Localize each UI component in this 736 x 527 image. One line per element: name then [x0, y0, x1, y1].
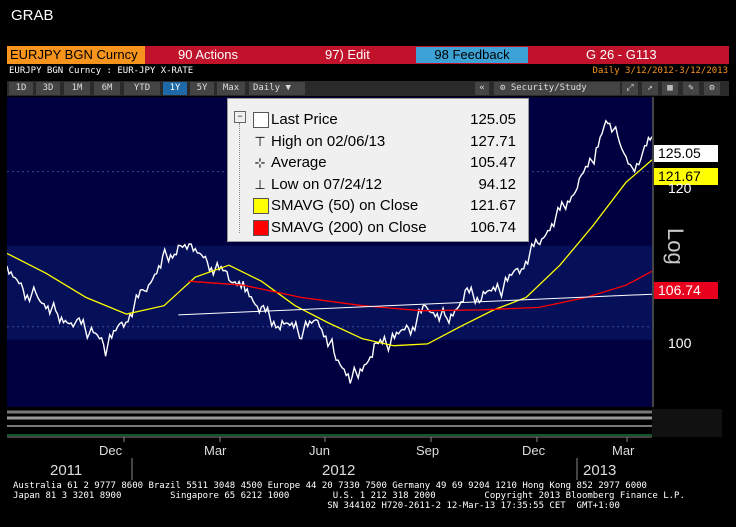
- footer-line: Japan 81 3 3201 8900 Singapore 65 6212 1…: [13, 491, 685, 501]
- y-tick-100: 100: [668, 335, 692, 351]
- legend-value: 121.67: [470, 197, 516, 214]
- annotate-icon[interactable]: ✎: [683, 82, 699, 95]
- x-year-label: 2011: [50, 462, 83, 479]
- actions-menu[interactable]: 90 Actions: [178, 47, 238, 62]
- legend-row[interactable]: ⊹ Average 105.47: [228, 152, 528, 173]
- legend-value: 106.74: [470, 218, 516, 236]
- legend-label: High on 02/06/13: [271, 132, 386, 150]
- legend-label: Low on 07/24/12: [271, 175, 382, 193]
- legend-label: SMAVG (50) on Close: [271, 197, 419, 214]
- window-title: GRAB: [11, 7, 54, 24]
- edit-menu[interactable]: 97) Edit: [325, 47, 370, 62]
- chevron-down-icon: ▼: [285, 83, 291, 93]
- legend-value: 125.05: [470, 111, 516, 128]
- security-subtitle: EURJPY BGN Curncy : EUR-JPY X-RATE: [9, 66, 194, 76]
- highlight-band: [7, 245, 652, 340]
- indicator-strip: [7, 409, 722, 437]
- collapse-left-icon[interactable]: «: [475, 82, 489, 95]
- range-button-1y[interactable]: 1Y: [163, 82, 187, 95]
- x-tick-label: Sep: [416, 443, 440, 458]
- legend-row[interactable]: Last Price 125.05: [228, 109, 528, 130]
- study-icon: ⚙: [500, 83, 506, 93]
- y-tick-120: 120: [668, 180, 692, 196]
- range-button-1m[interactable]: 1M: [64, 82, 90, 95]
- last-price-tag: 125.05: [654, 145, 718, 162]
- period-info: Daily 3/12/2012-3/12/2013: [592, 66, 728, 76]
- table-icon[interactable]: ▦: [662, 82, 678, 95]
- series-line-smavg-50-on-close: [7, 159, 652, 347]
- command-bar: [7, 46, 729, 64]
- legend-label: SMAVG (200) on Close: [271, 218, 427, 236]
- legend-swatch: [253, 219, 269, 236]
- frequency-label: Daily: [253, 83, 281, 93]
- legend-panel[interactable]: − Last Price 125.05 ⊤ High on 02/06/13 127.7…: [227, 98, 529, 242]
- x-year-label: 2012: [322, 462, 356, 479]
- legend-row[interactable]: ⊥ Low on 07/24/12 94.12: [228, 174, 528, 195]
- legend-value: 127.71: [470, 132, 516, 150]
- legend-value: 94.12: [478, 175, 516, 193]
- range-button-max[interactable]: Max: [217, 82, 245, 95]
- series-line-average: [178, 293, 652, 316]
- range-button-3d[interactable]: 3D: [36, 82, 60, 95]
- series-lines: [7, 119, 652, 384]
- range-button-5y[interactable]: 5Y: [190, 82, 214, 95]
- legend-row[interactable]: ⊤ High on 02/06/13 127.71: [228, 131, 528, 152]
- avg-marker-icon: ⊹: [254, 155, 266, 170]
- collapse-legend-icon[interactable]: −: [234, 111, 246, 123]
- sma50-tag: 121.67: [654, 168, 718, 185]
- x-tick-label: Dec: [522, 443, 546, 458]
- log-scale-label: Log: [663, 228, 688, 265]
- legend-tree-line: [239, 123, 241, 233]
- legend-row[interactable]: SMAVG (200) on Close 106.74: [228, 217, 528, 238]
- footer-line: Australia 61 2 9777 8600 Brazil 5511 304…: [13, 481, 647, 491]
- security-study-button[interactable]: ⚙ Security/Study: [494, 82, 620, 95]
- range-button-6m[interactable]: 6M: [94, 82, 120, 95]
- settings-icon[interactable]: ⚙: [704, 82, 720, 95]
- x-tick-label: Mar: [204, 443, 227, 458]
- legend-label: Last Price: [271, 111, 338, 128]
- low-marker-icon: ⊥: [254, 176, 266, 192]
- x-tick-label: Mar: [612, 443, 635, 458]
- range-button-1d[interactable]: 1D: [9, 82, 33, 95]
- legend-row[interactable]: SMAVG (50) on Close 121.67: [228, 195, 528, 216]
- legend-label: Average: [271, 154, 327, 171]
- x-year-label: 2013: [583, 462, 617, 479]
- page-indicator: G 26 - G113: [586, 47, 657, 62]
- frequency-dropdown[interactable]: Daily ▼: [249, 82, 305, 95]
- price-chart: [7, 119, 652, 384]
- legend-swatch: [253, 198, 269, 214]
- footer-line: SN 344102 H720-2611-2 12-Mar-13 17:35:55…: [13, 501, 620, 511]
- high-marker-icon: ⊤: [254, 133, 266, 149]
- legend-value: 105.47: [470, 154, 516, 171]
- sma200-tag: 106.74: [654, 282, 718, 299]
- series-line-last-price: [7, 119, 652, 384]
- security-study-label: Security/Study: [510, 83, 587, 93]
- x-tick-label: Dec: [99, 443, 123, 458]
- legend-swatch: [253, 112, 269, 128]
- zoom-icon[interactable]: ⤢: [622, 82, 638, 95]
- ticker-field[interactable]: EURJPY BGN Curncy: [7, 46, 145, 64]
- line-tool-icon[interactable]: ↗: [642, 82, 658, 95]
- x-tick-label: Jun: [309, 443, 330, 458]
- x-axis: [7, 436, 652, 480]
- series-line-smavg-200-on-close: [188, 270, 652, 312]
- footer: Australia 61 2 9777 8600 Brazil 5511 304…: [13, 481, 685, 511]
- range-button-ytd[interactable]: YTD: [124, 82, 160, 95]
- feedback-button[interactable]: 98 Feedback: [416, 47, 528, 63]
- y-axis: [652, 97, 654, 407]
